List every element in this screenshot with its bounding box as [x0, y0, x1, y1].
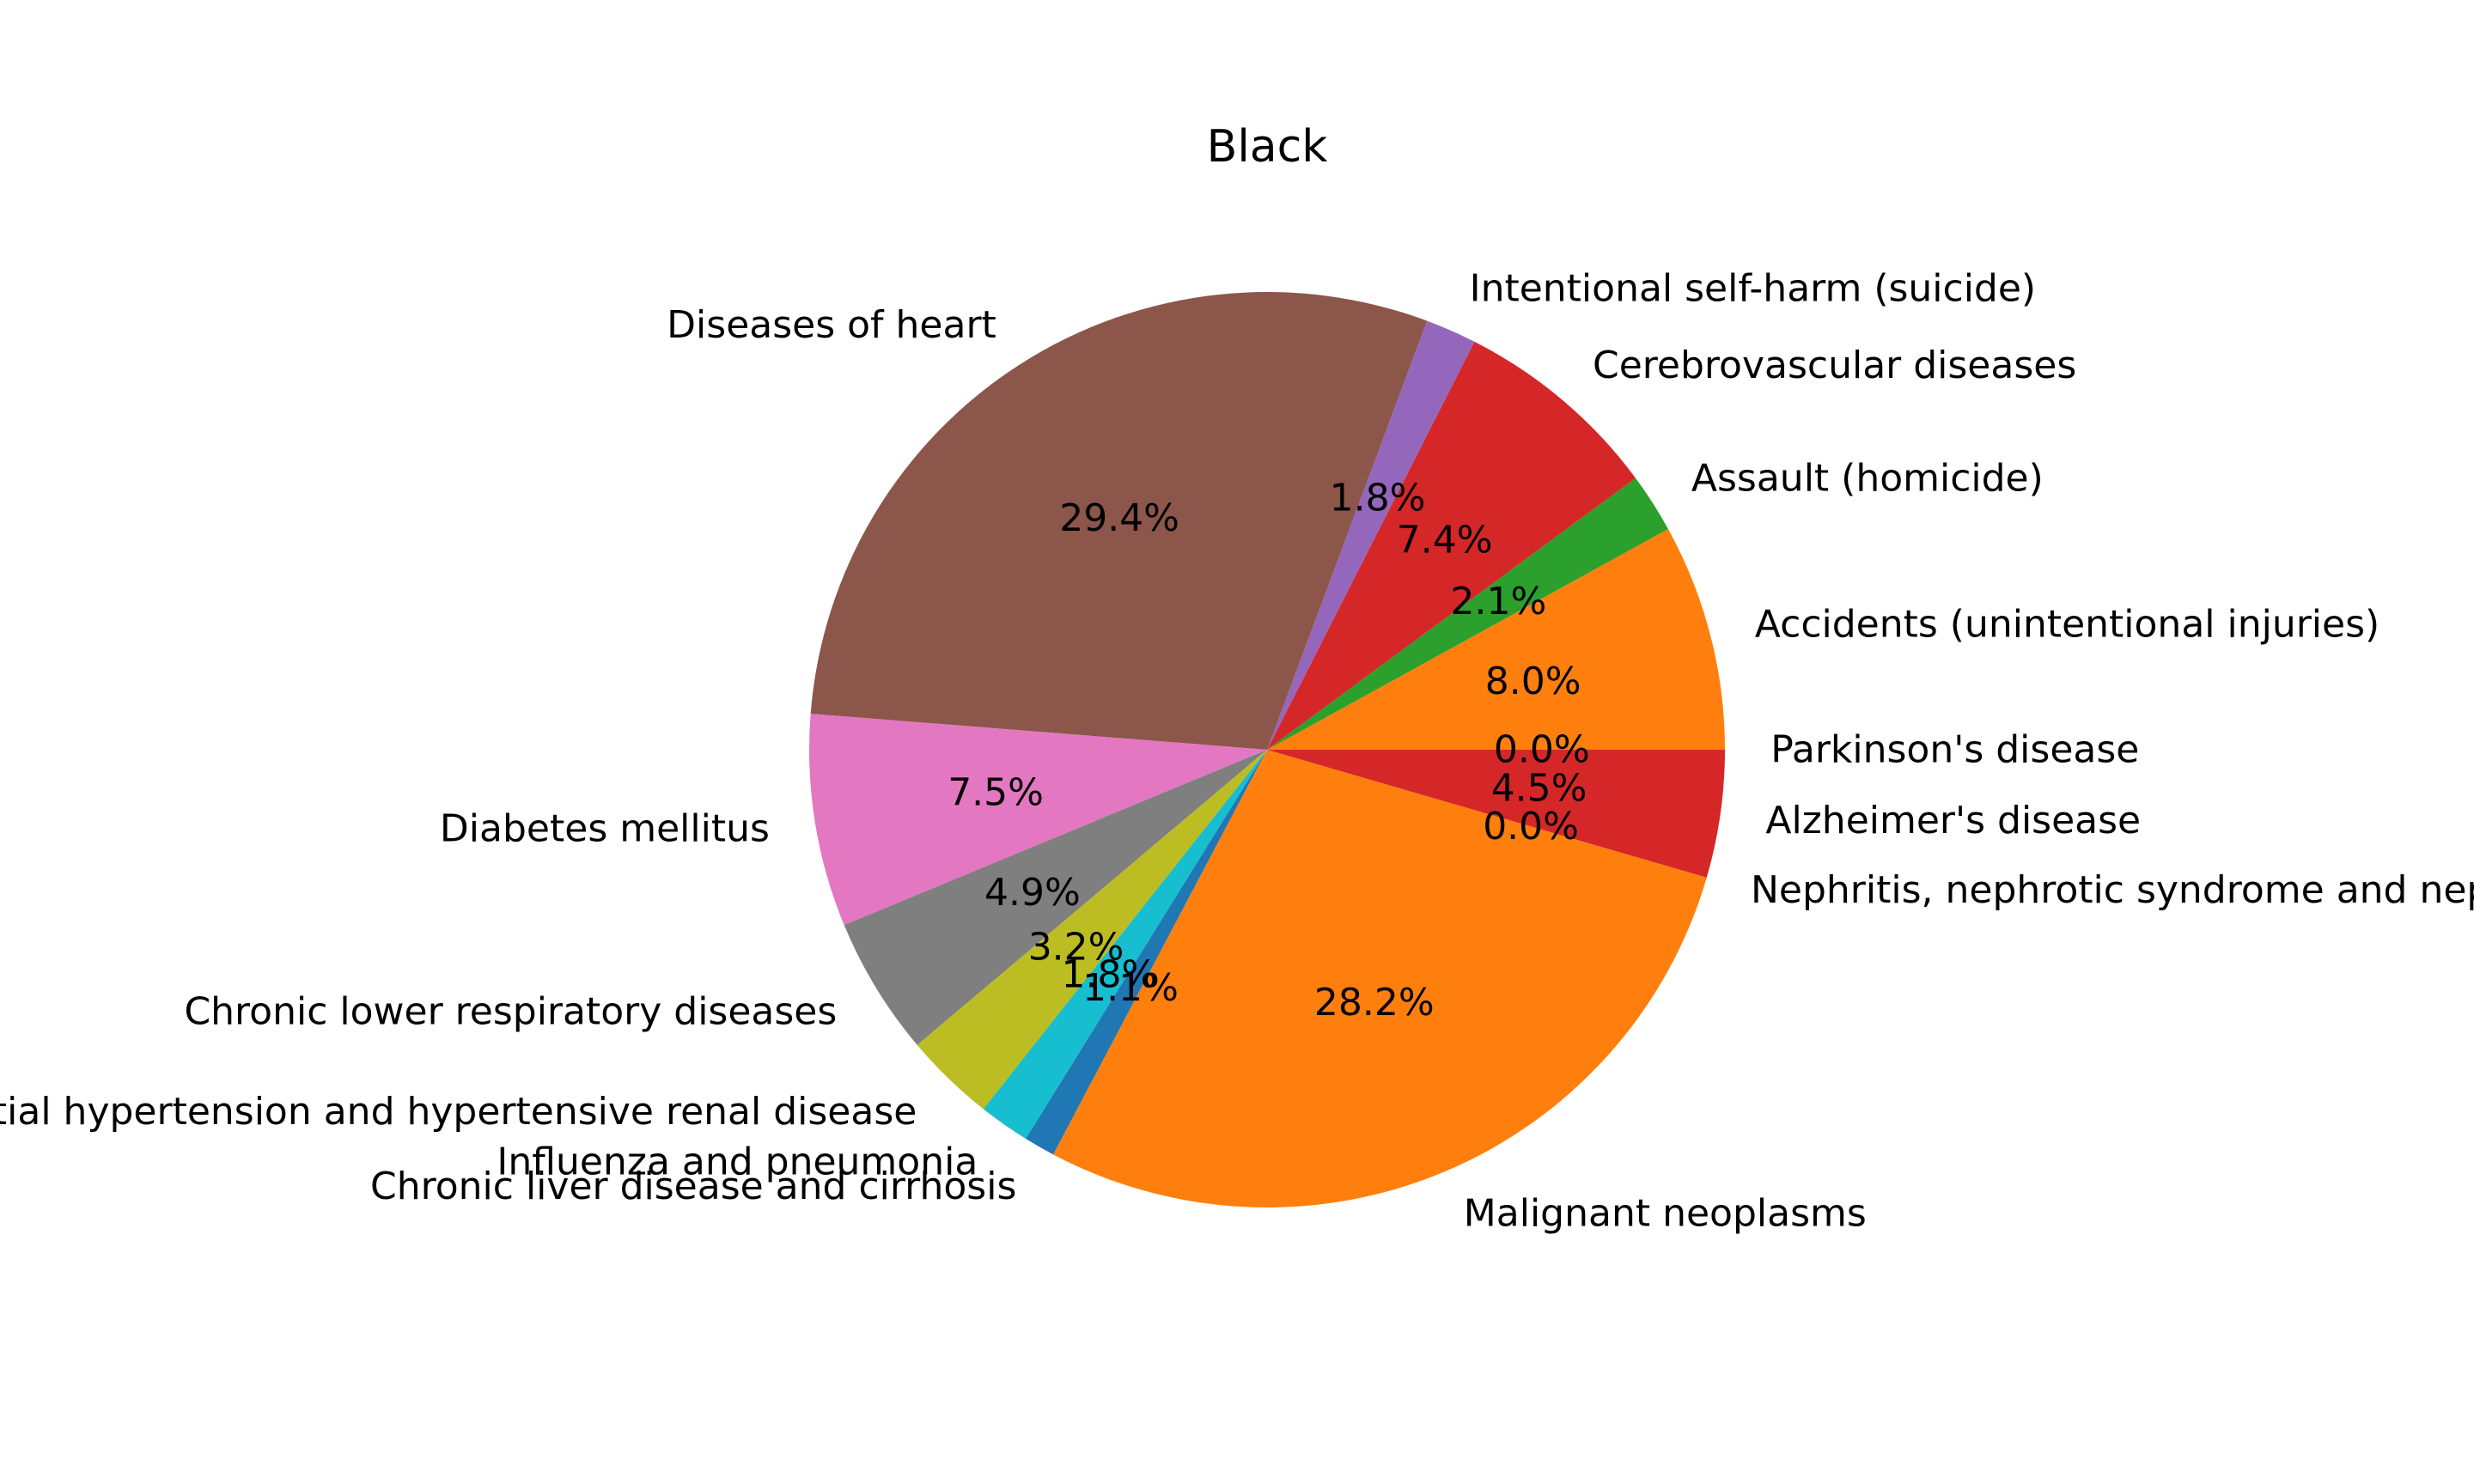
pie-category-labels: Accidents (unintentional injuries) Assaul… — [0, 267, 2474, 1236]
pie-label-intentional-self-harm-suicide: Intentional self-harm (suicide) — [1470, 267, 2037, 311]
pie-percent-chronic-lower-respiratory-diseases: 4.9% — [984, 871, 1081, 915]
pie-slice-assault-homicide — [1267, 477, 1668, 750]
pie-slice-essential-hypertension-and-hypertensive-renal-disease — [917, 750, 1267, 1110]
pie-label-assault-homicide: Assault (homicide) — [1691, 457, 2044, 501]
pie-percent-intentional-self-harm-suicide: 1.8% — [1330, 477, 1426, 520]
pie-label-alzheimer-s-disease: Alzheimer's disease — [1765, 799, 2141, 842]
pie-label-cerebrovascular-diseases: Cerebrovascular diseases — [1593, 344, 2076, 387]
pie-slice-chronic-liver-disease-and-cirrhosis — [1026, 750, 1267, 1155]
pie-slices — [809, 291, 1725, 1208]
pie-slice-intentional-self-harm-suicide — [1267, 320, 1475, 750]
pie-label-diseases-of-heart: Diseases of heart — [667, 303, 996, 347]
pie-label-nephritis-nephrotic-syndrome-and-nephrosis: Nephritis, nephrotic syndrome and nephro… — [1751, 868, 2474, 912]
pie-slice-chronic-lower-respiratory-diseases — [844, 750, 1267, 1045]
pie-slice-diseases-of-heart — [810, 291, 1428, 750]
pie-percent-essential-hypertension-and-hypertensive-renal-disease: 3.2% — [1028, 925, 1124, 969]
pie-label-chronic-lower-respiratory-diseases: Chronic lower respiratory diseases — [184, 990, 837, 1034]
pie-percent-alzheimer-s-disease: 4.5% — [1491, 767, 1587, 811]
pie-slice-malignant-neoplasms — [1053, 750, 1707, 1208]
pie-percent-cerebrovascular-diseases: 7.4% — [1397, 519, 1493, 563]
pie-percent-chronic-liver-disease-and-cirrhosis: 1.1% — [1082, 966, 1179, 1010]
pie-slice-accidents-unintentional-injuries — [1267, 528, 1725, 750]
pie-label-parkinson-s-disease: Parkinson's disease — [1770, 728, 2139, 772]
pie-slice-cerebrovascular-diseases — [1267, 341, 1636, 750]
pie-label-essential-hypertension-and-hypertensive-renal-disease: Essential hypertension and hypertensive … — [0, 1090, 917, 1134]
chart-title: Black — [1207, 121, 1328, 173]
pie-percent-diseases-of-heart: 29.4% — [1059, 496, 1179, 540]
pie-percent-nephritis-nephrotic-syndrome-and-nephrosis: 0.0% — [1483, 805, 1579, 848]
pie-percent-assault-homicide: 2.1% — [1451, 580, 1547, 623]
pie-percent-diabetes-mellitus: 7.5% — [948, 771, 1044, 815]
pie-slice-diabetes-mellitus — [809, 714, 1267, 926]
pie-label-influenza-and-pneumonia: Influenza and pneumonia — [497, 1140, 978, 1184]
pie-percent-malignant-neoplasms: 28.2% — [1314, 981, 1435, 1025]
pie-percent-accidents-unintentional-injuries: 8.0% — [1485, 660, 1581, 703]
pie-percent-influenza-and-pneumonia: 1.8% — [1062, 952, 1158, 996]
pie-slice-alzheimer-s-disease — [1267, 750, 1725, 878]
pie-label-malignant-neoplasms: Malignant neoplasms — [1464, 1191, 1867, 1235]
pie-label-diabetes-mellitus: Diabetes mellitus — [440, 806, 770, 850]
pie-label-accidents-unintentional-injuries: Accidents (unintentional injuries) — [1755, 603, 2380, 647]
pie-label-chronic-liver-disease-and-cirrhosis: Chronic liver disease and cirrhosis — [370, 1165, 1016, 1208]
pie-percent-parkinson-s-disease: 0.0% — [1494, 728, 1590, 772]
pie-percent-labels: 8.0%2.1%7.4%1.8%29.4%7.5%4.9%3.2%1.8%1.1… — [948, 477, 1589, 1025]
pie-slice-influenza-and-pneumonia — [983, 750, 1267, 1139]
